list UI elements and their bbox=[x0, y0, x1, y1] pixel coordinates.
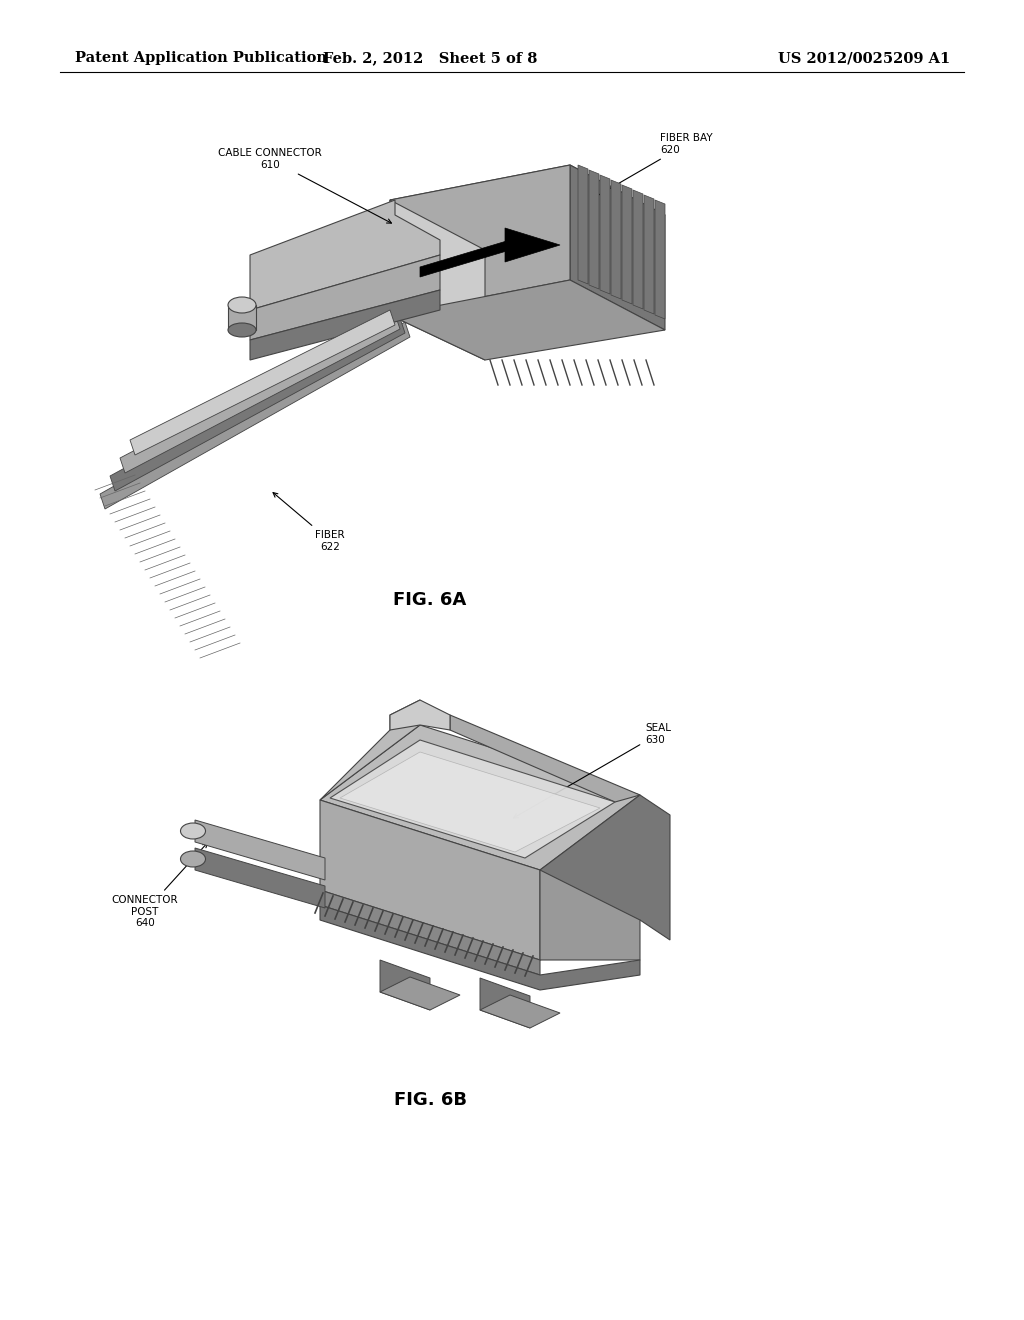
Ellipse shape bbox=[180, 851, 206, 867]
Polygon shape bbox=[420, 240, 510, 277]
Text: FIG. 6A: FIG. 6A bbox=[393, 591, 467, 609]
Polygon shape bbox=[622, 185, 632, 304]
Polygon shape bbox=[228, 305, 256, 330]
Text: CABLE CONNECTOR
610: CABLE CONNECTOR 610 bbox=[218, 148, 391, 223]
Polygon shape bbox=[390, 165, 665, 249]
Polygon shape bbox=[130, 310, 395, 455]
Polygon shape bbox=[110, 318, 406, 491]
Polygon shape bbox=[319, 800, 540, 960]
Polygon shape bbox=[319, 700, 420, 800]
Text: FIBER BAY
620: FIBER BAY 620 bbox=[594, 133, 713, 198]
Polygon shape bbox=[589, 170, 599, 289]
Text: CONNECTOR
POST
640: CONNECTOR POST 640 bbox=[112, 843, 207, 928]
Polygon shape bbox=[100, 322, 410, 510]
Text: Feb. 2, 2012   Sheet 5 of 8: Feb. 2, 2012 Sheet 5 of 8 bbox=[323, 51, 538, 65]
Polygon shape bbox=[390, 201, 485, 360]
Text: Patent Application Publication: Patent Application Publication bbox=[75, 51, 327, 65]
Polygon shape bbox=[380, 960, 430, 1010]
Polygon shape bbox=[390, 280, 665, 360]
Polygon shape bbox=[655, 201, 665, 319]
Text: SEAL
630: SEAL 630 bbox=[513, 723, 671, 818]
Polygon shape bbox=[540, 795, 670, 960]
Ellipse shape bbox=[228, 297, 256, 313]
Polygon shape bbox=[195, 820, 325, 880]
Polygon shape bbox=[390, 165, 570, 315]
Polygon shape bbox=[120, 314, 400, 473]
Polygon shape bbox=[319, 725, 640, 870]
Polygon shape bbox=[480, 978, 530, 1028]
Polygon shape bbox=[250, 201, 440, 310]
Polygon shape bbox=[505, 228, 560, 261]
Polygon shape bbox=[644, 195, 654, 314]
Ellipse shape bbox=[180, 822, 206, 840]
Polygon shape bbox=[330, 741, 615, 858]
Polygon shape bbox=[340, 752, 600, 851]
Polygon shape bbox=[319, 890, 540, 975]
Polygon shape bbox=[578, 165, 588, 284]
Ellipse shape bbox=[228, 323, 256, 337]
Polygon shape bbox=[195, 847, 325, 908]
Text: FIG. 6B: FIG. 6B bbox=[393, 1092, 467, 1109]
Text: US 2012/0025209 A1: US 2012/0025209 A1 bbox=[778, 51, 950, 65]
Polygon shape bbox=[250, 255, 440, 341]
Polygon shape bbox=[600, 176, 610, 294]
Polygon shape bbox=[250, 290, 440, 360]
Polygon shape bbox=[380, 977, 460, 1010]
Polygon shape bbox=[319, 906, 640, 990]
Polygon shape bbox=[480, 995, 560, 1028]
Text: FIBER
622: FIBER 622 bbox=[273, 492, 345, 552]
Polygon shape bbox=[611, 180, 621, 300]
Polygon shape bbox=[450, 715, 640, 803]
Polygon shape bbox=[390, 700, 450, 730]
Polygon shape bbox=[570, 165, 665, 330]
Polygon shape bbox=[540, 870, 640, 960]
Polygon shape bbox=[633, 190, 643, 309]
